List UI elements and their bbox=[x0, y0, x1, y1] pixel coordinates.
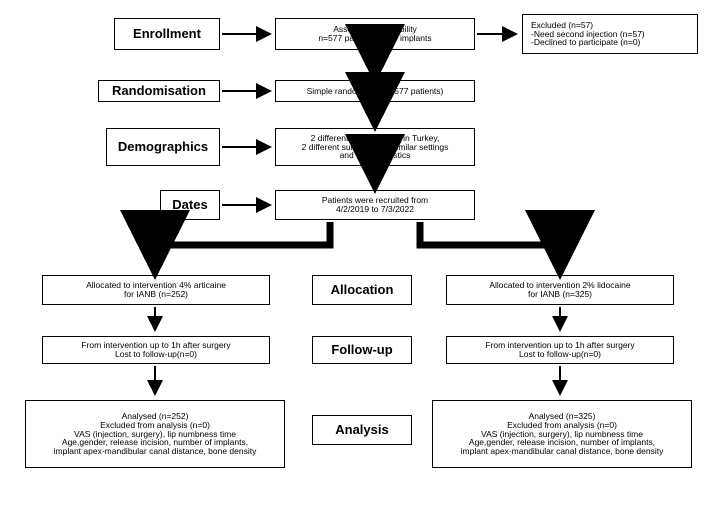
flow-arrows bbox=[0, 0, 728, 509]
